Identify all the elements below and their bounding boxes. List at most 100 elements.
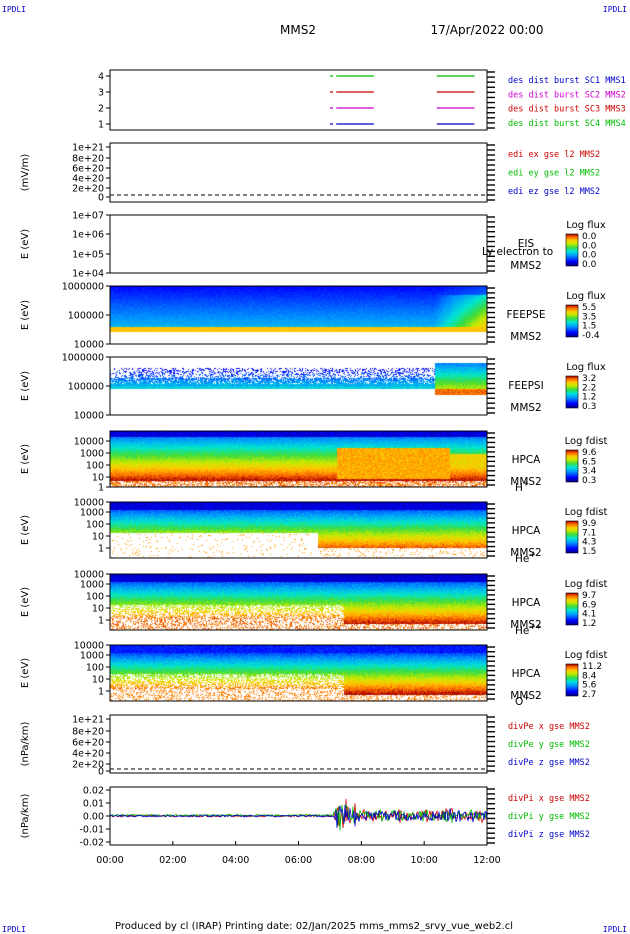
instrument-label: HPCA <box>512 597 542 609</box>
y-tick-label: 4 <box>98 72 104 83</box>
divpi-trace <box>109 804 488 829</box>
y-tick-label: 8e+20 <box>72 154 104 165</box>
colorbar-title: Log fdist <box>565 579 608 590</box>
time-tick-label: 00:00 <box>96 855 123 866</box>
y-tick-label: 6e+20 <box>72 164 104 175</box>
divpi-trace <box>109 798 488 829</box>
y-tick-label: 1000 <box>80 508 104 519</box>
y-axis-label: E (eV) <box>20 515 31 545</box>
legend-entry: divPi z gse MMS2 <box>508 830 590 840</box>
y-tick-label: 10000 <box>74 340 104 351</box>
colorbar-tick: 1.5 <box>582 322 596 332</box>
panel-11: 0.02 0.01 0.00 -0.01 -0.02 (nPa/km) divPi x gs… <box>20 786 590 849</box>
y-tick-label: 1e+21 <box>72 715 104 726</box>
instrument-label: HPCA <box>512 454 542 466</box>
legend-entry: des dist burst SC4 MMS4 <box>508 119 626 129</box>
colorbar-tick: 5.5 <box>582 303 596 313</box>
y-tick-label: -0.01 <box>79 825 104 836</box>
spacecraft-label: MMS2 <box>510 476 541 488</box>
panel-frame <box>109 69 488 131</box>
y-tick-label: 0 <box>98 193 104 204</box>
colorbar <box>565 592 579 626</box>
spectrogram-image <box>110 431 487 487</box>
y-tick-label: 1 <box>98 544 104 555</box>
colorbar-tick: 5.6 <box>582 681 597 691</box>
y-tick-label: -0.02 <box>79 838 104 849</box>
y-tick-label: 1 <box>98 616 104 627</box>
colorbar-tick: 9.9 <box>582 519 597 529</box>
y-tick-label: 1e+05 <box>72 250 104 261</box>
y-axis-label: E (eV) <box>20 229 31 259</box>
legend-entry: divPe x gse MMS2 <box>508 722 590 732</box>
y-tick-label: 1e+06 <box>72 230 104 241</box>
spacecraft-label: MMS2 <box>510 547 541 559</box>
legend-entry: des dist burst SC2 MMS2 <box>508 90 626 100</box>
footer-credit: Produced by cl (IRAP) Printing date: 02/… <box>115 921 513 932</box>
y-tick-label: 1 <box>98 483 104 494</box>
corner-label-top-right: IPDLI <box>603 5 627 14</box>
instrument-label: HPCA <box>512 525 542 537</box>
colorbar-tick: 1.5 <box>582 547 596 557</box>
colorbar-tick: 6.5 <box>582 457 596 467</box>
spectrogram-image <box>110 357 487 415</box>
colorbar-title: Log flux <box>566 291 606 302</box>
y-tick-label: 0 <box>98 767 104 778</box>
colorbar <box>565 233 579 267</box>
colorbar-tick: 2.2 <box>582 383 596 393</box>
y-tick-label: 2 <box>98 104 104 115</box>
y-tick-label: 1000 <box>80 580 104 591</box>
corner-label-bottom-right: IPDLI <box>603 925 627 934</box>
panel-frame <box>109 644 488 702</box>
y-tick-label: 100 <box>86 592 104 603</box>
y-tick-label: 1000 <box>80 449 104 460</box>
colorbar <box>565 520 579 554</box>
time-tick-label: 10:00 <box>410 855 437 866</box>
y-tick-label: 1e+21 <box>72 143 104 154</box>
spacecraft-label: MMS2 <box>510 260 541 272</box>
y-tick-label: 10000 <box>74 498 104 509</box>
corner-label-top-left: IPDLI <box>2 5 26 14</box>
y-tick-label: 10000 <box>74 411 104 422</box>
y-tick-label: 1 <box>98 120 104 131</box>
spectrogram-image <box>110 574 487 630</box>
y-tick-label: 1 <box>98 687 104 698</box>
y-tick-label: 10 <box>92 532 104 543</box>
y-tick-label: 8e+20 <box>72 727 104 738</box>
colorbar <box>565 304 579 338</box>
colorbar-tick: 4.1 <box>582 610 596 620</box>
panel-4: 1000000 100000 10000 E (eV) FEEPSE MMS2 Log fl… <box>20 282 606 351</box>
colorbar-tick: 0.3 <box>582 476 596 486</box>
colorbar-tick: 0.3 <box>582 402 596 412</box>
colorbar-tick: 3.5 <box>582 312 596 322</box>
y-tick-label: 4e+20 <box>72 749 104 760</box>
colorbar-title: Log fdist <box>565 650 608 661</box>
y-axis-label: (nPa/km) <box>20 794 31 839</box>
y-axis-label: E (eV) <box>20 371 31 401</box>
y-tick-label: 1e+07 <box>72 211 104 222</box>
y-axis-label: E (eV) <box>20 587 31 617</box>
y-tick-label: 100000 <box>68 382 104 393</box>
panel-frame <box>109 430 488 488</box>
panel-frame <box>109 714 488 774</box>
y-tick-label: 100000 <box>68 311 104 322</box>
colorbar-tick: 7.1 <box>582 528 596 538</box>
colorbar-tick: 11.2 <box>582 662 602 672</box>
spacecraft-label: MMS2 <box>510 402 541 414</box>
corner-label-bottom-left: IPDLI <box>2 925 26 934</box>
legend-entry: edi ex gse l2 MMS2 <box>508 150 600 160</box>
legend-entry: des dist burst SC3 MMS3 <box>508 105 626 115</box>
colorbar-tick: 0.0 <box>582 232 597 242</box>
legend-entry: divPi y gse MMS2 <box>508 812 590 822</box>
overlay-label: Ly electron to <box>482 246 553 258</box>
colorbar-tick: 0.0 <box>582 251 597 261</box>
legend-entry: edi ey gse l2 MMS2 <box>508 169 600 179</box>
y-tick-label: 2e+20 <box>72 184 104 195</box>
colorbar-tick: -0.4 <box>582 331 600 341</box>
time-tick-label: 02:00 <box>159 855 186 866</box>
spectrogram-image <box>110 502 487 558</box>
y-tick-label: 0.00 <box>83 812 104 823</box>
species-label: H+ <box>515 479 529 494</box>
colorbar <box>565 663 579 697</box>
divpi-trace <box>109 803 488 831</box>
